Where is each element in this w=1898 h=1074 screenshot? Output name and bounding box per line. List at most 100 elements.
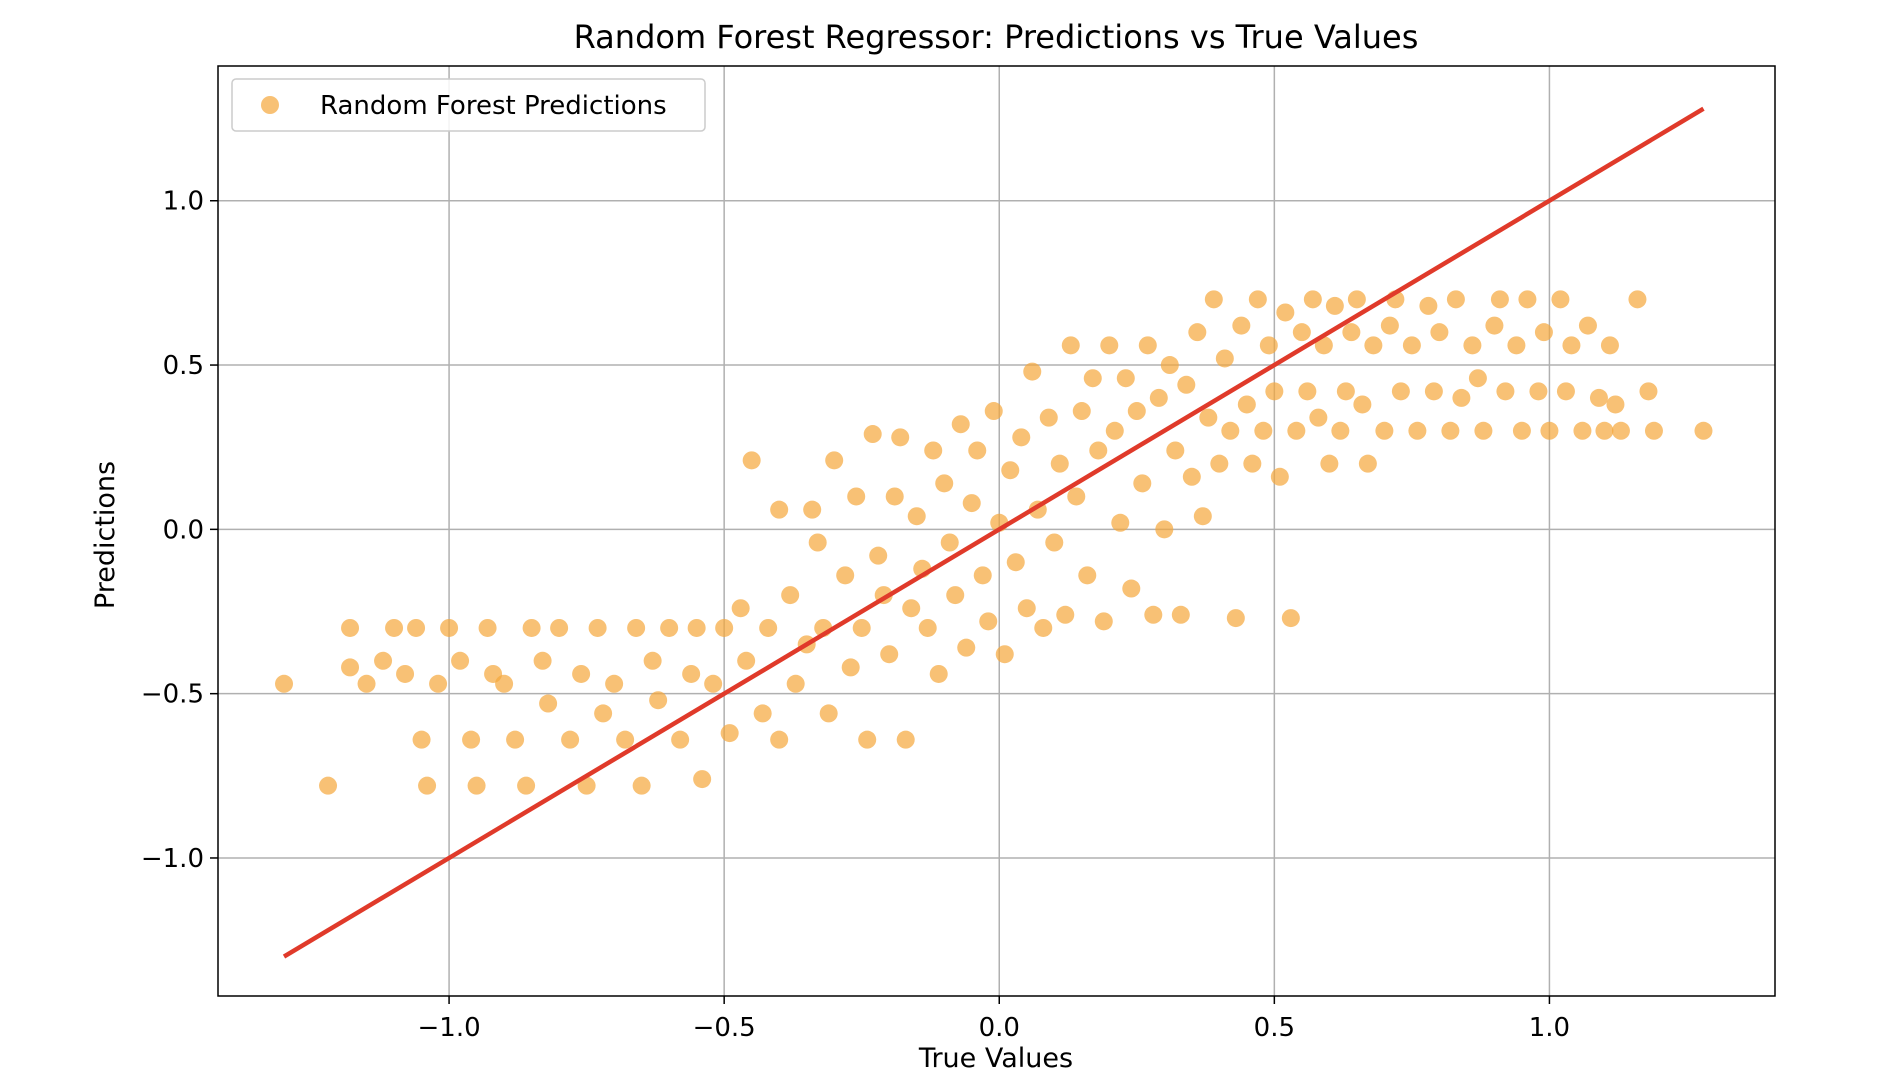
data-point [979,612,998,631]
data-point [1424,382,1443,401]
data-point [550,618,569,637]
data-point [973,566,992,585]
data-point [704,674,723,693]
data-point [588,618,607,637]
data-point [858,730,877,749]
data-point [1287,421,1306,440]
data-point [1408,421,1427,440]
data-point [863,425,882,444]
y-axis-title: Predictions [90,461,121,609]
data-point [753,704,772,723]
legend-label: Random Forest Predictions [320,91,667,121]
data-point [1468,369,1487,388]
data-point [1061,336,1080,355]
data-point [1276,303,1295,322]
data-point [1358,454,1377,473]
data-point [847,487,866,506]
chart-title: Random Forest Regressor: Predictions vs … [574,18,1419,56]
data-point [1122,579,1141,598]
data-point [1573,421,1592,440]
data-point [506,730,525,749]
x-axis-title: True Values [918,1043,1073,1074]
data-point [1067,487,1086,506]
data-point [467,776,486,795]
data-point [522,618,541,637]
data-point [1331,421,1350,440]
y-tick-label: −0.5 [141,680,204,710]
data-point [1402,336,1421,355]
data-point [319,776,338,795]
data-point [720,724,739,743]
data-point [869,546,888,565]
data-point [885,487,904,506]
data-point [605,674,624,693]
data-point [341,618,360,637]
data-point [1094,612,1113,631]
data-point [396,664,415,683]
y-tick-label: 0.5 [163,351,204,381]
x-tick-label: 0.0 [979,1013,1020,1043]
data-point [957,638,976,657]
data-point [984,402,1003,421]
data-point [1364,336,1383,355]
data-point [770,500,789,519]
data-point [1100,336,1119,355]
data-point [1243,454,1262,473]
data-point [1155,520,1174,539]
data-point [1265,382,1284,401]
data-point [1193,507,1212,526]
data-point [781,586,800,605]
data-point [462,730,481,749]
data-point [1485,316,1504,335]
data-point [1248,290,1267,309]
data-point [1171,605,1190,624]
data-point [1210,454,1229,473]
data-point [1116,369,1135,388]
data-point [1177,375,1196,394]
data-point [1375,421,1394,440]
data-point [1430,323,1449,342]
data-point [924,441,943,460]
data-point [1111,513,1130,532]
data-point [1237,395,1256,414]
data-point [1512,421,1531,440]
data-point [1144,605,1163,624]
data-point [429,674,448,693]
data-point [1441,421,1460,440]
data-point [533,651,552,670]
data-point [1600,336,1619,355]
data-point [495,674,514,693]
data-point [1259,336,1278,355]
x-tick-label: −0.5 [693,1013,756,1043]
data-point [742,451,761,470]
data-point [671,730,690,749]
data-point [616,730,635,749]
data-point [561,730,580,749]
data-point [357,674,376,693]
data-point [715,618,734,637]
data-point [1056,605,1075,624]
data-point [682,664,701,683]
data-point [825,451,844,470]
data-point [1452,388,1471,407]
data-point [1380,316,1399,335]
x-tick-label: 0.5 [1254,1013,1295,1043]
data-point [786,674,805,693]
data-point [478,618,497,637]
data-point [946,586,965,605]
ideal-line-group [282,106,1705,959]
data-point [995,645,1014,664]
y-tick-label: 1.0 [163,187,204,217]
data-point [1551,290,1570,309]
data-point [649,691,668,710]
data-point [1446,290,1465,309]
data-point [907,507,926,526]
data-point [1188,323,1207,342]
y-tick-label: 0.0 [163,515,204,545]
data-point [627,618,646,637]
legend: Random Forest Predictions [231,78,706,132]
data-point [1078,566,1097,585]
data-point [731,599,750,618]
data-point [1606,395,1625,414]
